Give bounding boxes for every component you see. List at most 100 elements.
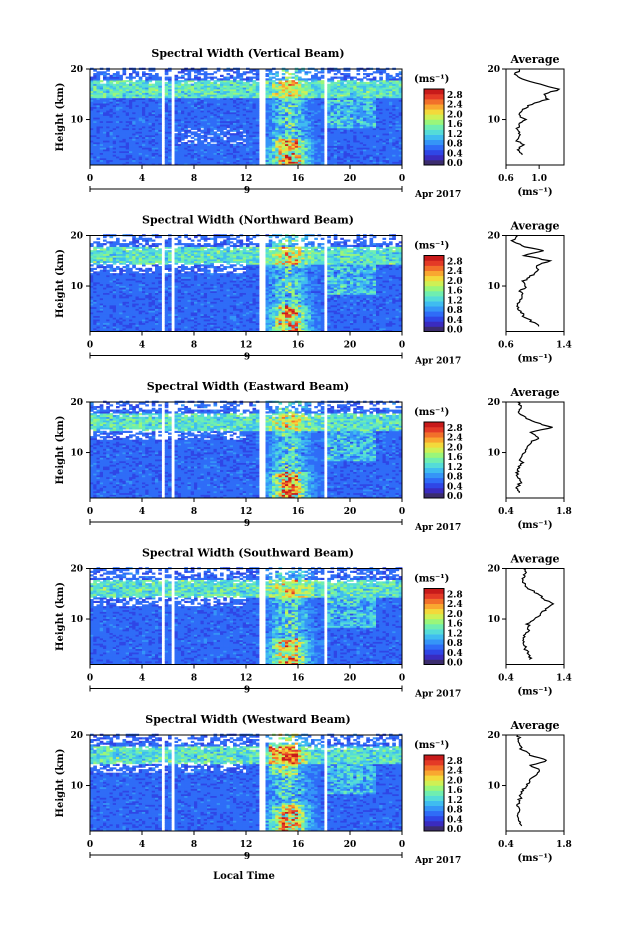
heatmap-cell (165, 77, 169, 79)
heatmap-cell (220, 75, 224, 77)
heatmap-cell (201, 140, 205, 142)
heatmap-cell (123, 80, 127, 82)
heatmap-cell (175, 133, 179, 135)
heatmap-cell (136, 80, 140, 82)
heatmap-cell (106, 77, 110, 79)
heatmap-cell (214, 77, 218, 79)
heatmap-cell (116, 71, 120, 73)
heatmap-cell (103, 84, 107, 86)
heatmap-cell (90, 77, 94, 79)
heatmap-cell (188, 70, 192, 72)
heatmap-cell (136, 71, 140, 73)
heatmap-cell (204, 71, 208, 73)
heatmap-cell (181, 70, 185, 72)
heatmap-cell (207, 137, 211, 139)
panel-title: Spectral Width (Vertical Beam) (151, 47, 344, 60)
heatmap-cell (178, 71, 182, 73)
heatmap-cell (201, 73, 205, 75)
heatmap-cell (194, 131, 198, 133)
heatmap-cell (188, 135, 192, 137)
heatmap-cell (191, 137, 195, 139)
heatmap-cell (207, 80, 211, 82)
heatmap-cell (214, 71, 218, 73)
heatmap-cell (188, 140, 192, 142)
heatmap-cell (191, 131, 195, 133)
heatmap-cell (194, 75, 198, 77)
heatmap-cell (210, 137, 214, 139)
heatmap-cell (207, 142, 211, 144)
heatmap-cell (126, 84, 130, 86)
heatmap-cell (178, 144, 182, 146)
heatmap-cell (220, 78, 224, 80)
heatmap-cells (90, 68, 402, 166)
heatmap-cell (119, 75, 123, 77)
heatmap-cell (188, 130, 192, 132)
heatmap-cell (181, 80, 185, 82)
heatmap-cell (223, 131, 227, 133)
heatmap-cell (214, 144, 218, 146)
heatmap-cell (155, 73, 159, 75)
heatmap-cell (217, 84, 221, 86)
heatmap-cell (142, 71, 146, 73)
heatmap-cell (191, 78, 195, 80)
heatmap-cell (217, 133, 221, 135)
heatmap-cell (210, 144, 214, 146)
heatmap-cell (165, 82, 169, 84)
heatmap-cell (175, 75, 179, 77)
heatmap-cell (184, 78, 188, 80)
heatmap-cell (100, 80, 104, 82)
heatmap-cell (210, 73, 214, 75)
heatmap-cell (139, 77, 143, 79)
heatmap-cell (181, 75, 185, 77)
heatmap-cell (152, 75, 156, 77)
heatmap-cell (194, 144, 198, 146)
heatmap-cell (188, 144, 192, 146)
heatmap-cell (178, 77, 182, 79)
heatmap-cell (227, 130, 231, 132)
heatmap-cell (194, 70, 198, 72)
heatmap-cell (132, 82, 136, 84)
heatmap-cell (149, 84, 153, 86)
heatmap-cell (207, 77, 211, 79)
heatmap-cell (126, 77, 130, 79)
heatmap-cell (217, 78, 221, 80)
heatmap-cell (100, 84, 104, 86)
heatmap-cell (113, 73, 117, 75)
heatmap-cell (165, 70, 169, 72)
heatmap-cell (201, 130, 205, 132)
heatmap-cell (181, 84, 185, 86)
heatmap-cell (110, 75, 114, 77)
heatmap-cell (126, 80, 130, 82)
heatmap-cell (97, 71, 101, 73)
heatmap-cell (223, 77, 227, 79)
heatmap-cell (197, 70, 201, 72)
heatmap-cell (214, 131, 218, 133)
heatmap-cell (201, 135, 205, 137)
heatmap-cell (188, 84, 192, 86)
heatmap-cell (184, 142, 188, 144)
panel-0: Spectral Width (Vertical Beam)Height (km… (55, 47, 564, 200)
heatmap-cell (194, 82, 198, 84)
heatmap-cell (145, 77, 149, 79)
heatmap-cell (184, 73, 188, 75)
heatmap-cell (142, 80, 146, 82)
heatmap-cell (204, 144, 208, 146)
heatmap-cell (129, 73, 133, 75)
heatmap-cell (223, 140, 227, 142)
heatmap-cell (210, 77, 214, 79)
heatmap-cell (210, 82, 214, 84)
heatmap-cell (227, 137, 231, 139)
heatmap-cell (220, 137, 224, 139)
heatmap-cell (181, 133, 185, 135)
heatmap-cell (178, 80, 182, 82)
heatmap-cell (93, 70, 97, 72)
heatmap-cell (158, 77, 162, 79)
heatmap-cell (194, 138, 198, 140)
heatmap-cell (152, 84, 156, 86)
heatmap-cell (149, 73, 153, 75)
heatmap-cell (201, 78, 205, 80)
heatmap-cell (197, 133, 201, 135)
heatmap-cell (93, 73, 97, 75)
heatmap-cell (106, 73, 110, 75)
figure: Spectral Width (Vertical Beam)Height (km… (0, 0, 623, 929)
